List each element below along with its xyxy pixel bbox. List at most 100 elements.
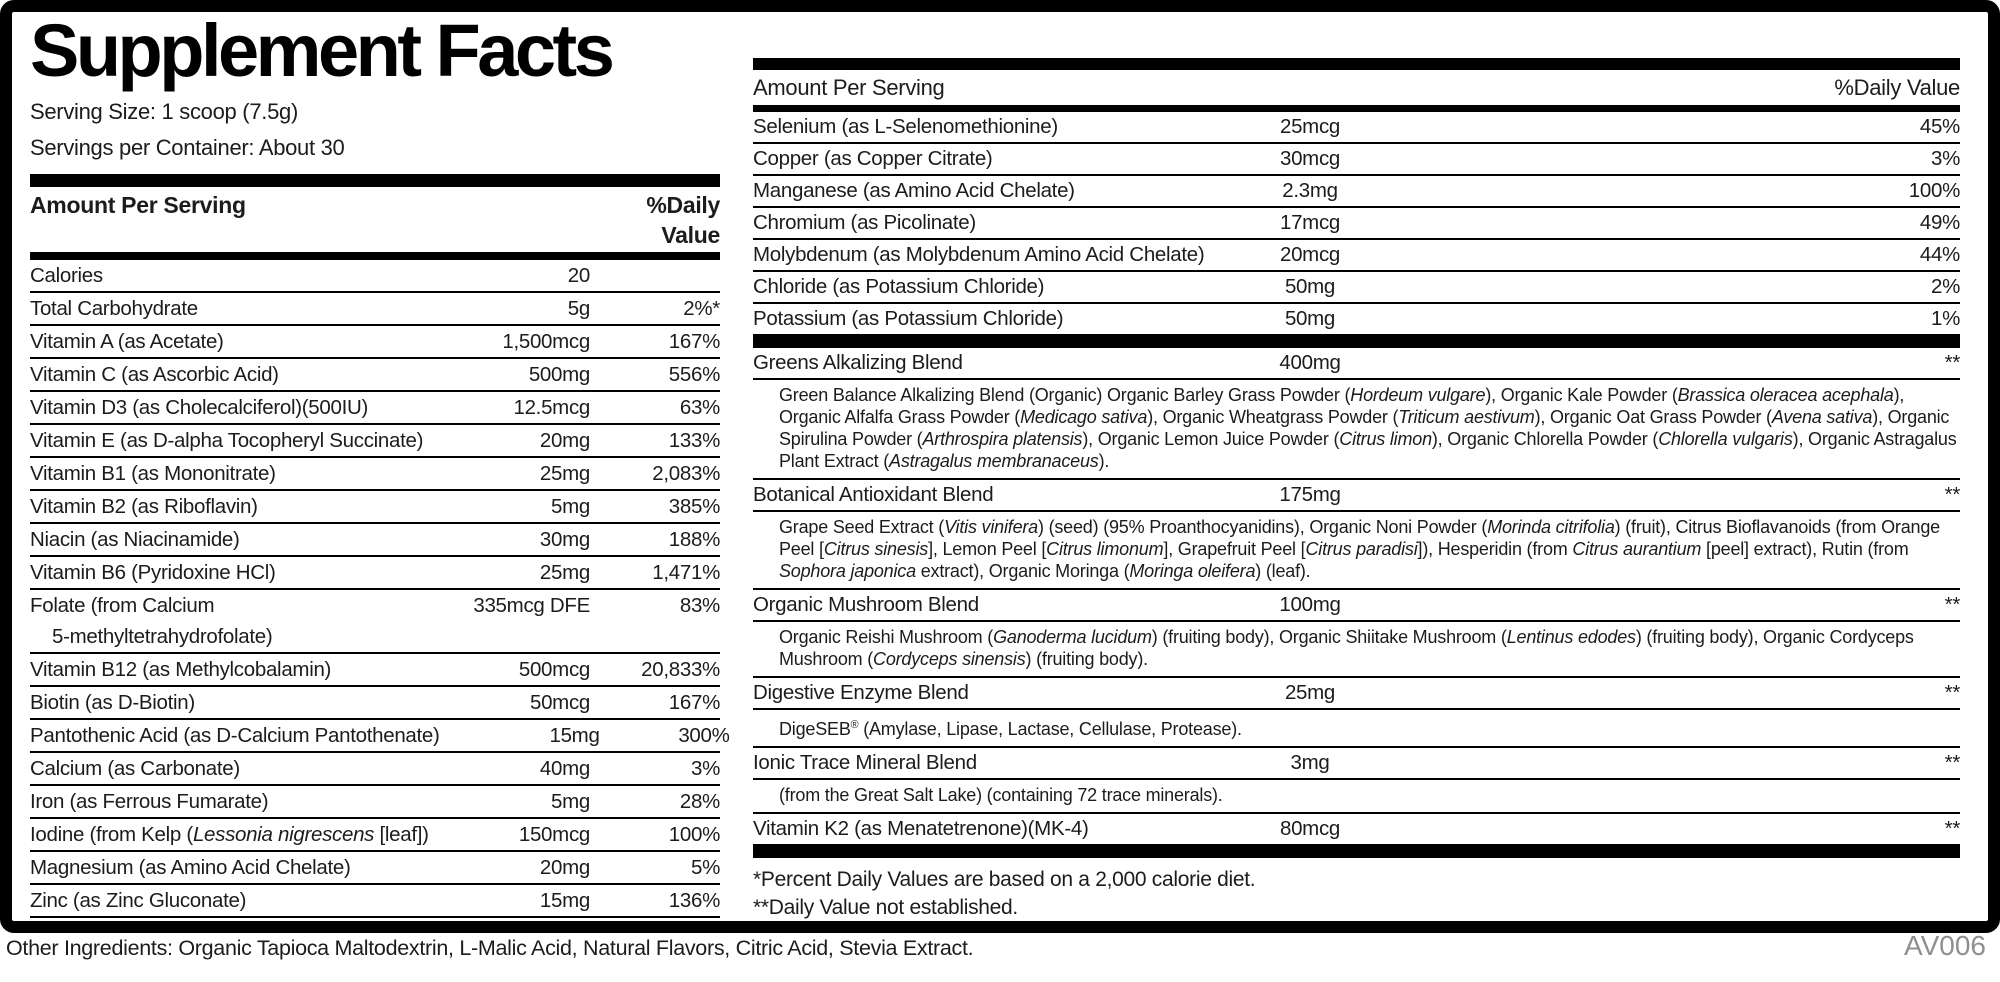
blend-description: (from the Great Salt Lake) (containing 7… — [753, 780, 1960, 814]
ingredient-amount: 335mcg DFE — [473, 594, 590, 617]
ingredient-amount: 5mg — [551, 495, 590, 518]
ingredient-name: Chloride (as Potassium Chloride) — [753, 275, 1045, 298]
ingredient-daily-value: 136% — [668, 889, 721, 912]
blend-description: Grape Seed Extract (Vitis vinifera) (see… — [753, 512, 1960, 590]
table-row: Total Carbohydrate 5g 2%* — [30, 293, 720, 326]
ingredient-daily-value: 2,083% — [652, 462, 720, 485]
ingredient-name: Pantothenic Acid (as D-Calcium Pantothen… — [30, 724, 440, 747]
table-row: Vitamin D3 (as Cholecalciferol)(500IU) 12… — [30, 392, 720, 425]
ingredient-name: Magnesium (as Amino Acid Chelate) — [30, 856, 351, 879]
right-table-header: Amount Per Serving %Daily Value — [753, 70, 1960, 112]
ingredient-amount: 500mg — [528, 363, 590, 386]
ingredient-name: Calcium (as Carbonate) — [30, 757, 240, 780]
table-row: Vitamin A (as Acetate) 1,500mcg 167% — [30, 326, 720, 359]
ingredient-name: Folate (from Calcium 5-methyltetrahydrofo… — [30, 594, 273, 648]
thick-divider-bar — [30, 174, 720, 187]
ingredient-daily-value: 188% — [668, 528, 721, 551]
table-row: Vitamin B2 (as Riboflavin) 5mg 385% — [30, 491, 720, 524]
ingredient-daily-value: 3% — [1930, 147, 1960, 170]
ingredient-daily-value: 63% — [679, 396, 720, 419]
ingredient-amount: 5mg — [551, 790, 590, 813]
ingredient-amount: 175mg — [1279, 483, 1341, 506]
table-row: Botanical Antioxidant Blend 175mg ** — [753, 480, 1960, 512]
table-row: Manganese (as Amino Acid Chelate) 2.3mg 10… — [753, 176, 1960, 208]
ingredient-amount: 500mcg — [518, 658, 590, 681]
table-row: Greens Alkalizing Blend 400mg ** — [753, 348, 1960, 380]
ingredient-amount: 3mg — [1290, 751, 1330, 774]
ingredient-daily-value: ** — [1944, 751, 1961, 774]
ingredient-amount: 25mcg — [1279, 115, 1341, 138]
amount-per-serving-label: Amount Per Serving — [753, 75, 945, 100]
blend-description: Organic Reishi Mushroom (Ganoderma lucid… — [753, 622, 1960, 678]
ingredient-name: Vitamin B12 (as Methylcobalamin) — [30, 658, 332, 681]
table-row: Iodine (from Kelp (Lessonia nigrescens [… — [30, 819, 720, 852]
ingredient-name: Organic Mushroom Blend — [753, 593, 979, 616]
daily-value-label: %Daily Value — [646, 192, 720, 248]
ingredient-name: Selenium (as L-Selenomethionine) — [753, 115, 1058, 138]
ingredient-name: Potassium (as Potassium Chloride) — [753, 307, 1064, 330]
ingredient-name: Vitamin D3 (as Cholecalciferol)(500IU) — [30, 396, 368, 419]
ingredient-amount: 50mg — [1284, 275, 1336, 298]
ingredient-daily-value: 5% — [690, 856, 720, 879]
ingredient-name: Iodine (from Kelp (Lessonia nigrescens [… — [30, 823, 429, 846]
ingredient-name: Copper (as Copper Citrate) — [753, 147, 993, 170]
ingredient-daily-value: ** — [1944, 681, 1961, 704]
left-panel: Supplement Facts Serving Size: 1 scoop (… — [30, 0, 730, 918]
ingredient-amount: 40mg — [539, 757, 590, 780]
ingredient-daily-value: ** — [1944, 483, 1961, 506]
right-table-body: Selenium (as L-Selenomethionine) 25mcg 45%… — [753, 112, 1960, 858]
blend-description: DigeSEB® (Amylase, Lipase, Lactase, Cell… — [753, 710, 1960, 748]
ingredient-name: Vitamin B2 (as Riboflavin) — [30, 495, 258, 518]
table-row: Calories 20 — [30, 260, 720, 293]
left-table-header: Amount Per Serving %Daily Value — [30, 187, 720, 260]
ingredient-name: Vitamin C (as Ascorbic Acid) — [30, 363, 279, 386]
label-code: AV006 — [1904, 930, 1986, 961]
other-ingredients-line: Other Ingredients: Organic Tapioca Malto… — [6, 936, 974, 960]
thick-divider-bar — [753, 846, 1960, 858]
ingredient-daily-value: 2% — [1930, 275, 1960, 298]
thick-divider-bar — [753, 336, 1960, 348]
ingredient-daily-value: 28% — [679, 790, 720, 813]
table-row: Calcium (as Carbonate) 40mg 3% — [30, 753, 720, 786]
table-row: Iron (as Ferrous Fumarate) 5mg 28% — [30, 786, 720, 819]
thick-divider-bar — [753, 58, 1960, 70]
table-row: Vitamin K2 (as Menatetrenone)(MK-4) 80mcg… — [753, 814, 1960, 846]
ingredient-daily-value: 1,471% — [652, 561, 720, 584]
ingredient-name: Manganese (as Amino Acid Chelate) — [753, 179, 1075, 202]
ingredient-amount: 20 — [567, 264, 591, 287]
ingredient-amount: 5g — [567, 297, 591, 320]
ingredient-amount: 50mcg — [529, 691, 590, 714]
ingredient-daily-value: 385% — [668, 495, 721, 518]
ingredient-daily-value: 300% — [678, 724, 730, 747]
table-row: Potassium (as Potassium Chloride) 50mg 1% — [753, 304, 1960, 336]
ingredient-daily-value: 100% — [1908, 179, 1961, 202]
table-row: Vitamin C (as Ascorbic Acid) 500mg 556% — [30, 359, 720, 392]
ingredient-amount: 30mg — [539, 528, 590, 551]
ingredient-daily-value: 83% — [679, 594, 720, 617]
ingredient-name: Vitamin A (as Acetate) — [30, 330, 224, 353]
ingredient-daily-value: 1% — [1930, 307, 1960, 330]
supplement-facts-title: Supplement Facts — [30, 9, 615, 92]
ingredient-name: Greens Alkalizing Blend — [753, 351, 963, 374]
ingredient-daily-value: ** — [1944, 817, 1961, 840]
ingredient-daily-value: 2%* — [683, 297, 720, 320]
ingredient-daily-value: 167% — [668, 330, 721, 353]
ingredient-daily-value: ** — [1944, 593, 1961, 616]
ingredient-amount: 20mg — [539, 429, 590, 452]
ingredient-name: Zinc (as Zinc Gluconate) — [30, 889, 247, 912]
footnote-daily-values: *Percent Daily Values are based on a 2,0… — [753, 868, 1256, 891]
ingredient-daily-value: 133% — [668, 429, 721, 452]
ingredient-name: Botanical Antioxidant Blend — [753, 483, 994, 506]
ingredient-amount: 400mg — [1279, 351, 1341, 374]
ingredient-name: Vitamin B6 (Pyridoxine HCl) — [30, 561, 276, 584]
left-table-body: Calories 20 Total Carbohydrate 5g 2%* Vitamin… — [30, 260, 730, 918]
ingredient-amount: 80mcg — [1279, 817, 1341, 840]
table-row: Pantothenic Acid (as D-Calcium Pantothen… — [30, 720, 730, 753]
ingredient-name: Vitamin K2 (as Menatetrenone)(MK-4) — [753, 817, 1089, 840]
ingredient-amount: 25mg — [1284, 681, 1336, 704]
table-row: Vitamin B12 (as Methylcobalamin) 500mcg 20… — [30, 654, 720, 687]
ingredient-amount: 150mcg — [518, 823, 590, 846]
table-row: Vitamin B6 (Pyridoxine HCl) 25mg 1,471% — [30, 557, 720, 590]
ingredient-amount: 2.3mg — [1282, 179, 1338, 202]
ingredient-daily-value: 167% — [668, 691, 721, 714]
